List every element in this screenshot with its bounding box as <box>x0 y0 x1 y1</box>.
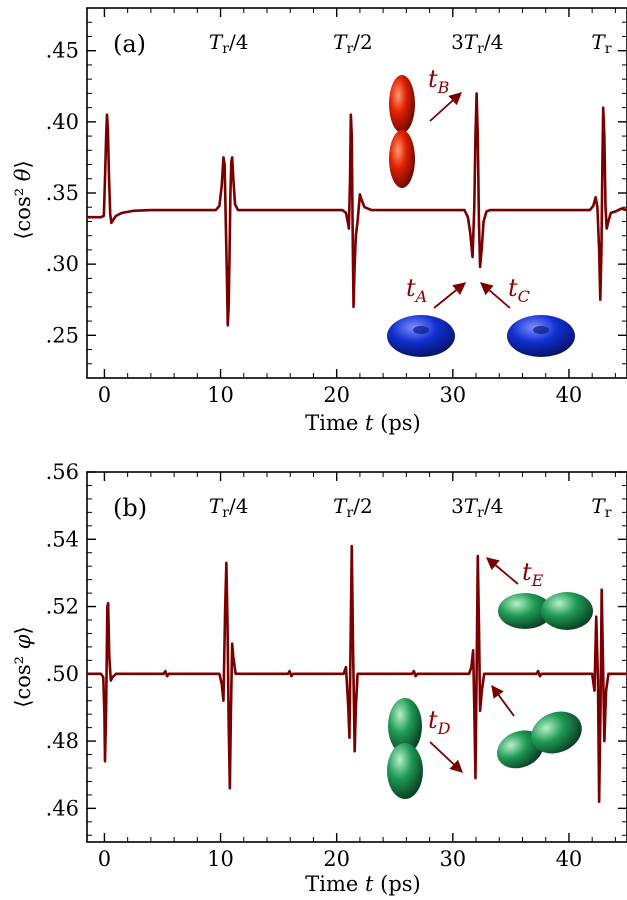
oblate-blue-molecule-c-icon <box>507 315 575 357</box>
arrow-td <box>429 741 463 773</box>
panel-b-x-tick-labels: 0 10 20 30 40 <box>98 847 583 871</box>
x-tick-label: 10 <box>207 847 234 871</box>
period-label: 3Tr/4 <box>451 30 503 57</box>
arrow-ta <box>433 282 466 309</box>
x-tick-label: 40 <box>556 847 583 871</box>
y-tick-label: .35 <box>46 181 79 205</box>
panel-b-x-axis-label: Time t (ps) <box>305 872 420 896</box>
y-tick-label: .52 <box>46 595 79 619</box>
arrow-te <box>486 557 519 585</box>
x-tick-label: 0 <box>98 383 111 407</box>
x-tick-label: 20 <box>323 847 350 871</box>
period-label: 3Tr/4 <box>451 494 503 521</box>
y-tick-label: .40 <box>46 110 79 134</box>
panel-b-cos2-phi-curve <box>87 544 627 803</box>
panel-b-y-tick-labels: .46 .48 .50 .52 .54 .56 <box>46 460 79 820</box>
panel-a-label: (a) <box>113 30 146 58</box>
annotation-ta: tA <box>406 274 427 306</box>
panel-b-y-axis-label: ⟨cos² φ⟩ <box>11 626 35 707</box>
x-tick-label: 20 <box>323 383 350 407</box>
x-tick-label: 30 <box>439 847 466 871</box>
x-tick-label: 40 <box>556 383 583 407</box>
panel-b-label: (b) <box>113 494 147 522</box>
period-label: Tr/2 <box>333 494 373 521</box>
annotation-td: tD <box>428 706 451 738</box>
period-label: Tr/2 <box>333 30 373 57</box>
panel-b-period-labels: Tr/4 Tr/2 3Tr/4 Tr <box>209 494 612 521</box>
peanut-green-molecule-e-icon <box>498 592 593 630</box>
annotation-te: tE <box>522 558 544 590</box>
peanut-green-molecule-d-icon <box>387 698 423 799</box>
panel-b-ticks <box>87 471 627 842</box>
annotation-tc: tC <box>508 274 530 306</box>
panel-b-frame <box>86 471 627 843</box>
panel-b: (b) Tr/4 Tr/2 3Tr/4 Tr .46 .48 .50 .52 .54 .56 0… <box>11 460 627 896</box>
y-tick-label: .45 <box>46 39 79 63</box>
y-tick-label: .48 <box>46 729 79 753</box>
peanut-green-molecule-tilted-icon <box>496 711 582 769</box>
panel-a-period-labels: Tr/4 Tr/2 3Tr/4 Tr <box>209 30 612 57</box>
y-tick-label: .50 <box>46 662 79 686</box>
x-tick-label: 0 <box>98 847 111 871</box>
panel-a-cos2-theta-curve <box>87 92 627 327</box>
panel-a-ticks <box>87 7 627 378</box>
arrow-t-mid <box>491 684 515 717</box>
period-label: Tr <box>591 30 611 57</box>
y-tick-label: .54 <box>46 527 79 551</box>
panel-a-x-axis-label: Time t (ps) <box>305 411 420 435</box>
period-label: Tr <box>591 494 611 521</box>
period-label: Tr/4 <box>209 30 249 57</box>
arrow-tb <box>429 92 462 122</box>
period-label: Tr/4 <box>209 494 249 521</box>
panel-a-frame <box>86 7 627 379</box>
panel-a-y-axis-label: ⟨cos² θ⟩ <box>11 160 35 239</box>
x-tick-label: 30 <box>439 383 466 407</box>
prolate-red-molecule-icon <box>389 75 415 188</box>
panel-a-x-tick-labels: 0 10 20 30 40 <box>98 383 583 407</box>
panel-a-y-tick-labels: .25 .30 .35 .40 .45 <box>46 39 79 348</box>
panel-a: (a) Tr/4 Tr/2 3Tr/4 Tr .25 .30 .35 .40 .45 0 10 2… <box>11 7 627 435</box>
annotation-tb: tB <box>428 65 450 97</box>
y-tick-label: .56 <box>46 460 79 484</box>
y-tick-label: .25 <box>46 323 79 347</box>
oblate-blue-molecule-a-icon <box>387 315 455 357</box>
y-tick-label: .30 <box>46 252 79 276</box>
arrow-tc <box>480 282 511 309</box>
x-tick-label: 10 <box>207 383 234 407</box>
y-tick-label: .46 <box>46 796 79 820</box>
